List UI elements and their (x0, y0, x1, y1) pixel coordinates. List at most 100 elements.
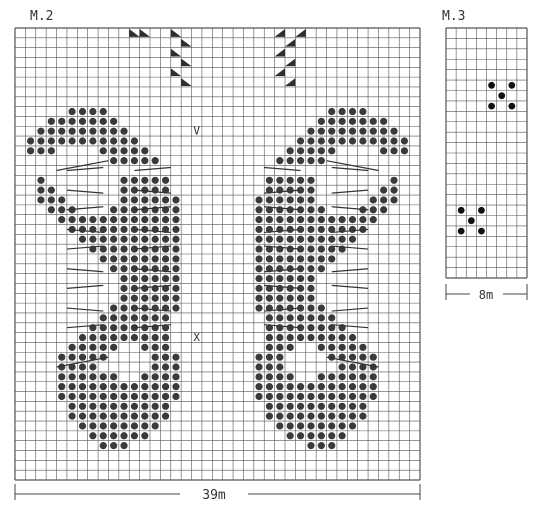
chart-m2-dot (141, 392, 149, 401)
chart-m2-dot (172, 383, 180, 391)
chart-m2-dot (255, 363, 263, 371)
chart-m3-width-label: 8m (479, 288, 493, 302)
chart-m2-dot (161, 265, 170, 273)
chart-m2-dot (359, 383, 367, 391)
chart-m2-dot (161, 284, 170, 292)
chart-m2-dot (151, 333, 159, 342)
chart-m2-dot (37, 176, 45, 184)
chart-m2-slant-stroke (264, 189, 301, 194)
chart-m2-dot (47, 137, 55, 145)
chart-m2-dot (99, 255, 107, 263)
chart-m2-dot (276, 333, 284, 342)
chart-m2-dot (120, 442, 128, 450)
chart-m2-dot (276, 294, 284, 302)
chart-m2-dot (286, 314, 294, 322)
chart-m2-dot (307, 216, 315, 224)
chart-m2-dot (141, 206, 149, 214)
chart-m2-dot (296, 196, 305, 204)
chart-m2-dot (37, 196, 45, 204)
chart-m2-dot (317, 157, 325, 165)
chart-m2-dot (380, 186, 388, 194)
chart-m2-dot (359, 412, 367, 420)
chart-m2-dot (307, 235, 315, 243)
chart-m2-dot (286, 432, 294, 440)
chart-m2-dot (317, 324, 325, 332)
chart-m2-dot (89, 422, 97, 430)
chart-m2-dot (338, 333, 346, 342)
chart-m2-dot (151, 343, 159, 351)
chart-m2-dot (120, 245, 128, 253)
chart-m2-dot (141, 255, 149, 263)
chart-m2-dot (317, 245, 325, 253)
chart-m2-dot (110, 412, 118, 420)
chart-m2-dot (99, 373, 107, 381)
chart-m2-dot (120, 294, 128, 302)
chart-m2-dot (255, 265, 263, 273)
chart-m3-dot (488, 81, 495, 89)
chart-m2-dot (89, 235, 97, 243)
chart-m2-slant-stroke (134, 324, 171, 329)
chart-m2-dot (296, 294, 305, 302)
chart-m2-dot (78, 117, 87, 125)
chart-m2-dot (99, 324, 107, 332)
chart-m2-dot (68, 117, 76, 125)
chart-m2-dot (130, 235, 139, 243)
chart-m2-triangles (129, 29, 306, 86)
chart-m2-dot (110, 314, 118, 322)
chart-m2-triangle (170, 48, 182, 57)
chart-m2-dot (120, 235, 128, 243)
chart-m2-dot (338, 392, 346, 401)
chart-m2-dot (348, 107, 357, 116)
chart-m2-dot (390, 186, 398, 194)
chart-m2-dot (307, 176, 315, 184)
chart-m2-dot (276, 402, 284, 410)
chart-m2-dot (328, 245, 336, 253)
chart-m2-dot (317, 117, 325, 125)
chart-m2-slant-stroke (264, 284, 301, 289)
chart-m2-dot (276, 343, 284, 351)
chart-m2-dot (255, 353, 263, 361)
chart-m2-dot (359, 392, 367, 401)
chart-m2-dot (286, 373, 294, 381)
chart-m2-slant-stroke (66, 245, 104, 250)
chart-m2-dot (286, 422, 294, 430)
chart-m2-dot (120, 225, 128, 234)
chart-m2-symbol: V (193, 125, 200, 138)
chart-m2-dot (286, 235, 294, 243)
chart-m2-slant-stroke (331, 307, 369, 312)
chart-m2-dot (110, 392, 118, 401)
chart-m2-dot (161, 294, 170, 302)
chart-m2-dot (338, 422, 346, 430)
chart-m2-dot (380, 137, 388, 145)
chart-m2-symbol: X (193, 331, 200, 344)
chart-m2-dot (120, 304, 128, 312)
chart-m2-dot (141, 412, 149, 420)
chart-m2-dot (276, 255, 284, 263)
chart-m2-dot (151, 373, 159, 381)
chart-m2-dot (286, 186, 294, 194)
chart-m2-dot (110, 235, 118, 243)
chart-m2-dot (130, 265, 139, 273)
chart-m2-dot (172, 196, 180, 204)
chart-m2-dot (161, 186, 170, 194)
chart-m2-dot (369, 137, 377, 145)
chart-m2-dot (172, 235, 180, 243)
chart-m2-dot (359, 343, 367, 351)
chart-m2-dot (89, 127, 97, 135)
chart-m2-dot (307, 255, 315, 263)
chart-m2-dot (276, 383, 284, 391)
chart-m2-dot (89, 117, 97, 125)
chart-m2-dot (338, 235, 346, 243)
chart-m3-grid (445, 27, 528, 279)
chart-m2-dot (120, 392, 128, 401)
chart-m2-dot (151, 216, 159, 224)
chart-m2-triangle (170, 29, 182, 37)
chart-m2-dot (151, 383, 159, 391)
chart-m2-slant-stroke (66, 284, 104, 289)
chart-m2-dot (110, 343, 118, 351)
chart-m2-slant-stroke (66, 268, 104, 273)
chart-m2-dot (68, 373, 76, 381)
chart-m2-dot (161, 392, 170, 401)
chart-m2-width-indicator: 39m (14, 484, 421, 503)
chart-m2-dot (307, 402, 315, 410)
